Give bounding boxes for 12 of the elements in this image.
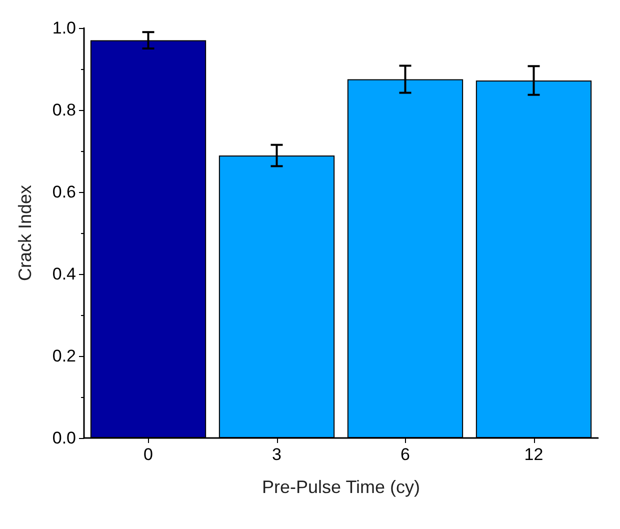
x-tick-label: 12 — [524, 445, 544, 464]
y-tick-label: 0.0 — [52, 428, 76, 448]
x-tick-label: 6 — [400, 445, 410, 464]
y-axis-title: Crack Index — [15, 184, 35, 282]
x-tick-label: 0 — [144, 445, 153, 464]
y-tick-label: 1.0 — [52, 18, 76, 38]
y-tick-label: 0.6 — [52, 182, 76, 202]
x-axis-title: Pre-Pulse Time (cy) — [262, 477, 420, 497]
y-tick-label: 0.4 — [52, 264, 76, 284]
y-tick-label: 0.8 — [52, 100, 76, 120]
x-tick-label: 3 — [272, 445, 282, 464]
y-tick-label: 0.2 — [52, 346, 76, 366]
